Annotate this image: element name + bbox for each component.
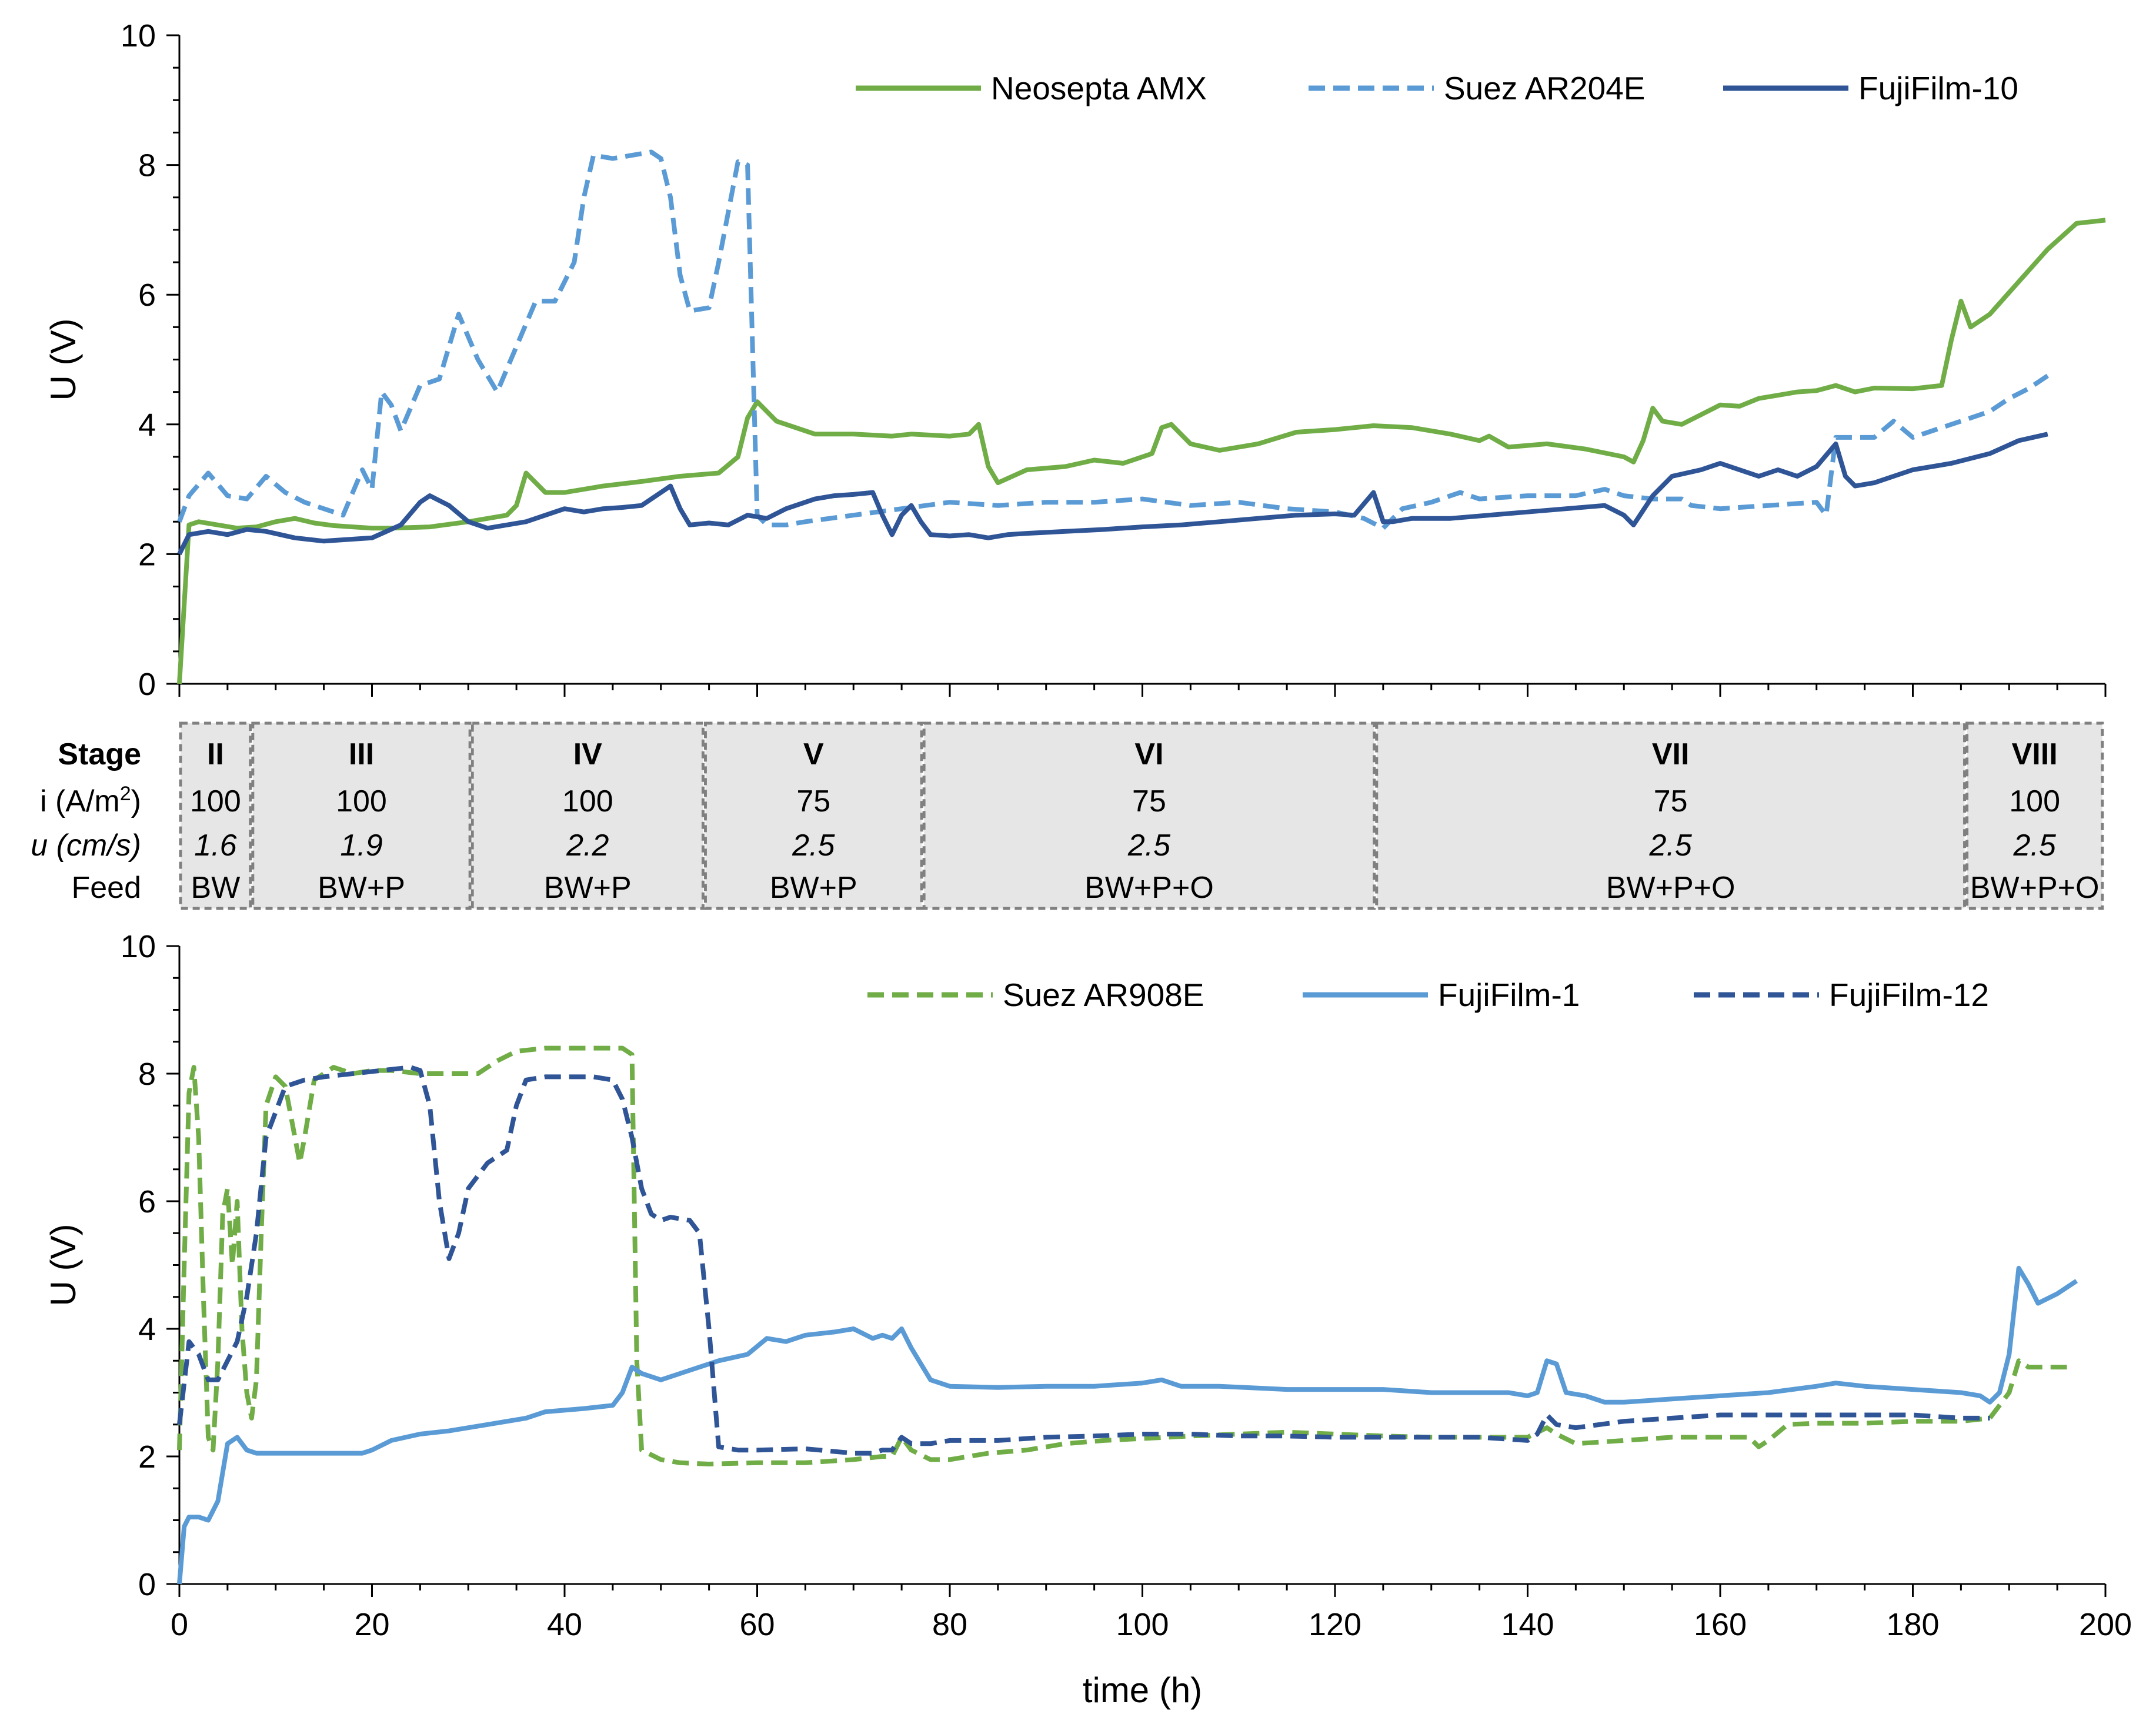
stage-box-v [703, 721, 923, 910]
top-y-tick-label: 8 [138, 148, 156, 183]
legend-label-fujifilm-10: FujiFilm-10 [1858, 70, 2018, 106]
bottom-x-tick-label: 60 [739, 1607, 775, 1642]
stage-feed: BW+P+O [1970, 871, 2100, 905]
x-axis-title: time (h) [1083, 1670, 1202, 1710]
stage-name: VIII [2012, 737, 2058, 771]
top-y-tick-label: 6 [138, 278, 156, 313]
stage-name: II [207, 737, 224, 771]
stage-velocity: 2.2 [566, 828, 609, 863]
legend-label-fujifilm-1: FujiFilm-1 [1438, 977, 1580, 1013]
stage-box-iii [251, 721, 472, 910]
series-line-fujifilm-1 [177, 1265, 2078, 1585]
bottom-x-tick-label: 140 [1501, 1607, 1554, 1642]
bottom-x-tick-label: 120 [1309, 1607, 1361, 1642]
stage-feed: BW [191, 871, 241, 905]
stage-current: 100 [2009, 784, 2060, 818]
series-line-fujifilm-10 [177, 432, 2048, 556]
top-y-tick-label: 2 [138, 537, 156, 572]
row-label-current: i (A/m2) [40, 783, 141, 818]
row-label-stage: Stage [58, 737, 141, 771]
top-y-tick-label: 10 [121, 18, 156, 54]
stage-velocity: 2.5 [792, 828, 835, 863]
bottom-x-tick-label: 40 [547, 1607, 582, 1642]
stage-name: III [349, 737, 374, 771]
legend-label-neosepta-amx: Neosepta AMX [991, 70, 1207, 106]
bottom-x-tick-label: 100 [1116, 1607, 1169, 1642]
legend-label-suez-ar204e: Suez AR204E [1444, 70, 1645, 106]
stage-current: 100 [562, 784, 613, 818]
row-label-feed: Feed [71, 871, 141, 905]
series-line-suez-ar908e [177, 1045, 2067, 1466]
stage-velocity: 2.5 [1649, 828, 1693, 863]
series-line-fujifilm-12 [177, 1065, 1990, 1456]
legend-label-suez-ar908e: Suez AR908E [1003, 977, 1204, 1013]
stage-feed: BW+P [318, 871, 405, 905]
stage-box-iv [470, 721, 705, 910]
stage-box-vii [1375, 721, 1967, 910]
stage-box-ii [179, 721, 252, 910]
stage-name: IV [573, 737, 602, 771]
bottom-y-tick-label: 0 [138, 1567, 156, 1602]
stage-velocity: 1.6 [194, 828, 236, 863]
bottom-y-tick-label: 8 [138, 1057, 156, 1092]
top-y-tick-label: 0 [138, 667, 156, 702]
stage-box-viii [1965, 721, 2104, 910]
stage-name: VII [1652, 737, 1690, 771]
stage-box-vi [922, 721, 1376, 910]
stage-current: 100 [336, 784, 387, 818]
bottom-x-tick-label: 20 [354, 1607, 389, 1642]
stage-feed: BW+P+O [1084, 871, 1214, 905]
stage-velocity: 1.9 [340, 828, 382, 863]
bottom-y-tick-label: 4 [138, 1312, 156, 1347]
bottom-y-axis-title: U (V) [44, 1224, 83, 1306]
stage-velocity: 2.5 [2013, 828, 2056, 863]
legend-label-fujifilm-12: FujiFilm-12 [1829, 977, 1989, 1013]
bottom-x-tick-label: 180 [1886, 1607, 1939, 1642]
bottom-y-tick-label: 6 [138, 1184, 156, 1219]
stage-velocity: 2.5 [1127, 828, 1171, 863]
row-label-velocity: u (cm/s) [31, 828, 141, 863]
bottom-x-tick-label: 0 [171, 1607, 188, 1642]
stage-feed: BW+P [544, 871, 632, 905]
stage-name: VI [1134, 737, 1163, 771]
stage-feed: BW+P+O [1606, 871, 1736, 905]
bottom-y-tick-label: 2 [138, 1439, 156, 1475]
stage-current: 75 [796, 784, 830, 818]
top-y-axis-title: U (V) [44, 319, 83, 401]
bottom-x-tick-label: 80 [932, 1607, 967, 1642]
series-line-neosepta-amx [177, 218, 2106, 684]
bottom-x-tick-label: 160 [1694, 1607, 1747, 1642]
stage-current: 75 [1132, 784, 1166, 818]
stage-table: II 100 1.6 BW III 100 1.9 BW+P IV 100 2.2 BW+P V 75 2.… [31, 721, 2104, 910]
stage-current: 75 [1654, 784, 1688, 818]
stage-name: V [803, 737, 824, 771]
stage-current: 100 [190, 784, 241, 818]
bottom-x-tick-label: 200 [2079, 1607, 2132, 1642]
top-y-tick-label: 4 [138, 407, 156, 443]
stage-feed: BW+P [770, 871, 857, 905]
bottom-y-tick-label: 10 [121, 929, 156, 964]
top-panel: 0 2 4 6 8 10 U (V) Neosepta AMX Suez AR204E FujiF… [44, 18, 2107, 702]
